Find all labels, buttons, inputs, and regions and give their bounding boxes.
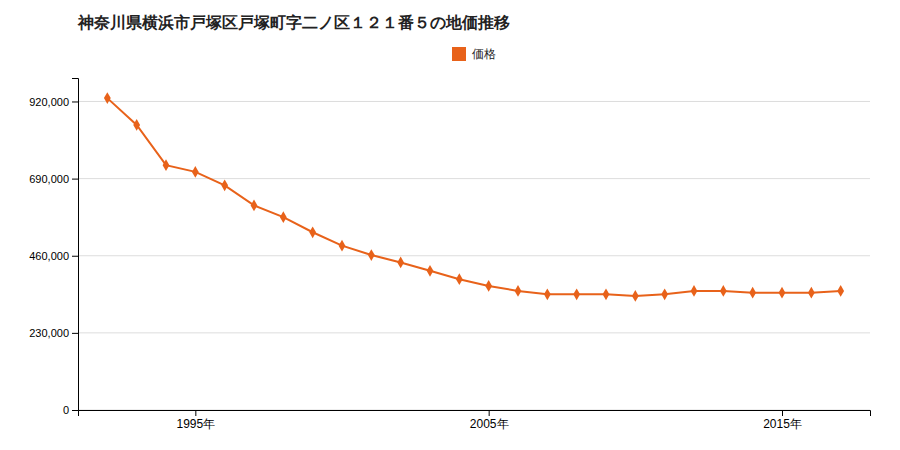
marker bbox=[691, 285, 698, 297]
title: 神奈川県横浜市戸塚区戸塚町字二ノ区１２１番５の地価推移 bbox=[77, 13, 510, 32]
marker bbox=[397, 257, 404, 269]
marker bbox=[720, 285, 727, 297]
marker bbox=[368, 249, 375, 261]
tick-mark bbox=[489, 410, 490, 416]
tick-mark bbox=[72, 179, 78, 180]
tick-label: 920,000 bbox=[29, 95, 69, 107]
x-axis: 1995年 2005年 2015年 bbox=[79, 410, 871, 431]
tick-label: 460,000 bbox=[29, 250, 69, 262]
legend-swatch bbox=[452, 47, 466, 61]
grid-line bbox=[78, 101, 870, 102]
marker bbox=[280, 211, 287, 223]
tick: 1995年 bbox=[176, 410, 215, 431]
marker bbox=[104, 92, 111, 104]
chart: 1995年 2005年 2015年 0 230,000 460,000 690,000 920… bbox=[0, 0, 900, 450]
plot: 1995年 2005年 2015年 0 230,000 460,000 690,000 920… bbox=[29, 79, 870, 431]
tick-mark bbox=[195, 410, 196, 416]
tick-mark bbox=[72, 101, 78, 102]
marker bbox=[163, 159, 170, 171]
marker bbox=[779, 287, 786, 299]
tick: 920,000 bbox=[29, 95, 78, 107]
marker bbox=[573, 288, 580, 300]
marker bbox=[251, 200, 258, 212]
tick: 2015年 bbox=[763, 410, 802, 431]
legend: 価格 bbox=[452, 47, 496, 61]
marker bbox=[427, 265, 434, 277]
tick-label: 2015年 bbox=[763, 417, 802, 431]
tick: 690,000 bbox=[29, 173, 78, 185]
marker bbox=[661, 288, 668, 300]
tick: 460,000 bbox=[29, 250, 78, 262]
marker bbox=[544, 288, 551, 300]
marker bbox=[632, 290, 639, 302]
marker bbox=[749, 287, 756, 299]
tick-label: 2005年 bbox=[470, 417, 509, 431]
grid-line bbox=[78, 332, 870, 333]
marker bbox=[309, 226, 316, 238]
grid-line bbox=[78, 178, 870, 179]
marker bbox=[133, 119, 140, 131]
axis-line bbox=[72, 79, 79, 411]
tick-label: 1995年 bbox=[176, 417, 215, 431]
tick-mark bbox=[72, 256, 78, 257]
tick-mark bbox=[72, 410, 78, 411]
tick-mark bbox=[72, 333, 78, 334]
grid-line bbox=[78, 255, 870, 256]
tick-mark bbox=[782, 410, 783, 416]
marker bbox=[808, 287, 815, 299]
marker bbox=[837, 285, 844, 297]
grid bbox=[78, 101, 870, 410]
y-axis: 0 230,000 460,000 690,000 920,000 bbox=[29, 79, 78, 417]
tick: 2005年 bbox=[470, 410, 509, 431]
tick: 230,000 bbox=[29, 327, 78, 339]
marker bbox=[485, 280, 492, 292]
marker bbox=[192, 166, 199, 178]
axis-line bbox=[79, 411, 871, 417]
tick-label: 0 bbox=[63, 404, 69, 416]
tick: 0 bbox=[63, 404, 78, 416]
marks bbox=[104, 92, 844, 302]
line bbox=[107, 98, 840, 296]
marker bbox=[221, 179, 228, 191]
tick-label: 690,000 bbox=[29, 173, 69, 185]
marker bbox=[456, 273, 463, 285]
legend-label: 価格 bbox=[472, 47, 496, 61]
tick-label: 230,000 bbox=[29, 327, 69, 339]
marker bbox=[515, 285, 522, 297]
marker bbox=[339, 240, 346, 252]
marker bbox=[603, 288, 610, 300]
legend-item: 価格 bbox=[452, 47, 496, 61]
